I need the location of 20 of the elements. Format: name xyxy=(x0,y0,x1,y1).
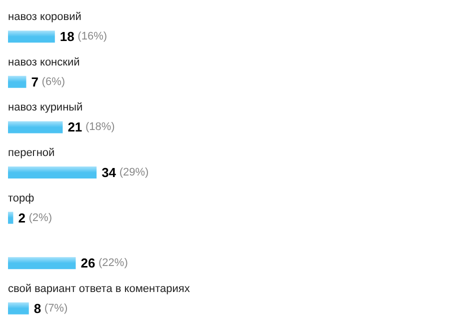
y-tick-label: навоз конский xyxy=(8,56,80,68)
data-label: 34 (29%) xyxy=(102,165,149,180)
data-label: 8 (7%) xyxy=(34,300,68,316)
y-tick-label: навоз куриный xyxy=(8,102,83,114)
data-label: 7 (6%) xyxy=(31,74,66,90)
y-tick-label: навоз коровий xyxy=(8,11,82,24)
bar xyxy=(8,76,26,88)
bar xyxy=(8,257,76,270)
bar xyxy=(8,30,55,43)
y-tick-label: свой вариант ответа в коментариях xyxy=(8,282,190,295)
y-tick-label: торф xyxy=(8,192,34,204)
bar xyxy=(8,166,97,178)
bar xyxy=(8,302,29,314)
data-label: 21 (18%) xyxy=(68,120,115,135)
data-label: 2 (2%) xyxy=(18,210,52,226)
data-label: 18 (16%) xyxy=(60,29,108,44)
bar xyxy=(8,212,14,224)
y-tick-label: перегной xyxy=(8,147,55,159)
bar xyxy=(8,121,63,134)
data-label: 26 (22%) xyxy=(80,256,128,271)
